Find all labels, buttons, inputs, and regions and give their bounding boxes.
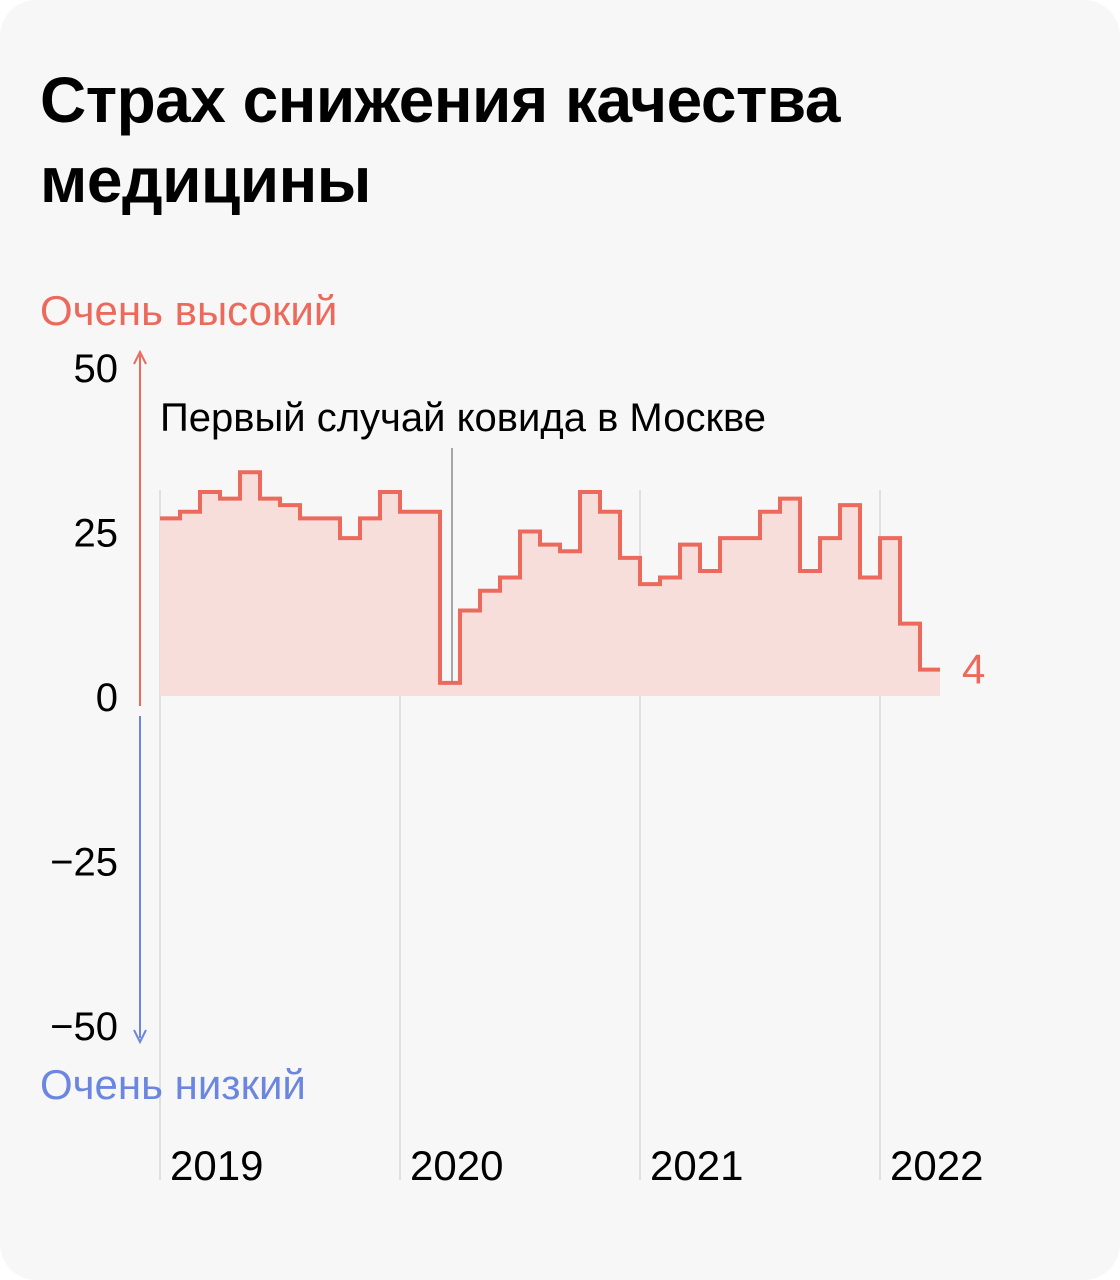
annotation-label: Первый случай ковида в Москве: [160, 396, 766, 440]
y-tick-label: 25: [74, 512, 119, 556]
y-tick-label: 50: [74, 347, 119, 391]
x-year-label: 2022: [890, 1142, 983, 1189]
y-low-label: Очень низкий: [40, 1061, 306, 1108]
y-tick-label: 0: [96, 676, 118, 720]
down-arrow-icon: [133, 1029, 147, 1045]
y-tick-label: −25: [50, 841, 118, 885]
last-value-label: 4: [962, 646, 985, 693]
chart-title: Страх снижения качества медицины: [40, 64, 840, 216]
x-year-label: 2019: [170, 1142, 263, 1189]
y-high-label: Очень высокий: [40, 287, 337, 334]
y-axis: [133, 349, 147, 1045]
x-year-label: 2020: [410, 1142, 503, 1189]
y-tick-label: −50: [50, 1005, 118, 1049]
area-fill: [160, 472, 940, 696]
series-line: [160, 470, 940, 685]
x-year-label: 2021: [650, 1142, 743, 1189]
up-arrow-icon: [133, 349, 147, 365]
y-tick-labels: 50 25 0 −25 −50: [50, 347, 118, 1049]
x-year-labels: 2019 2020 2021 2022: [170, 1142, 983, 1189]
